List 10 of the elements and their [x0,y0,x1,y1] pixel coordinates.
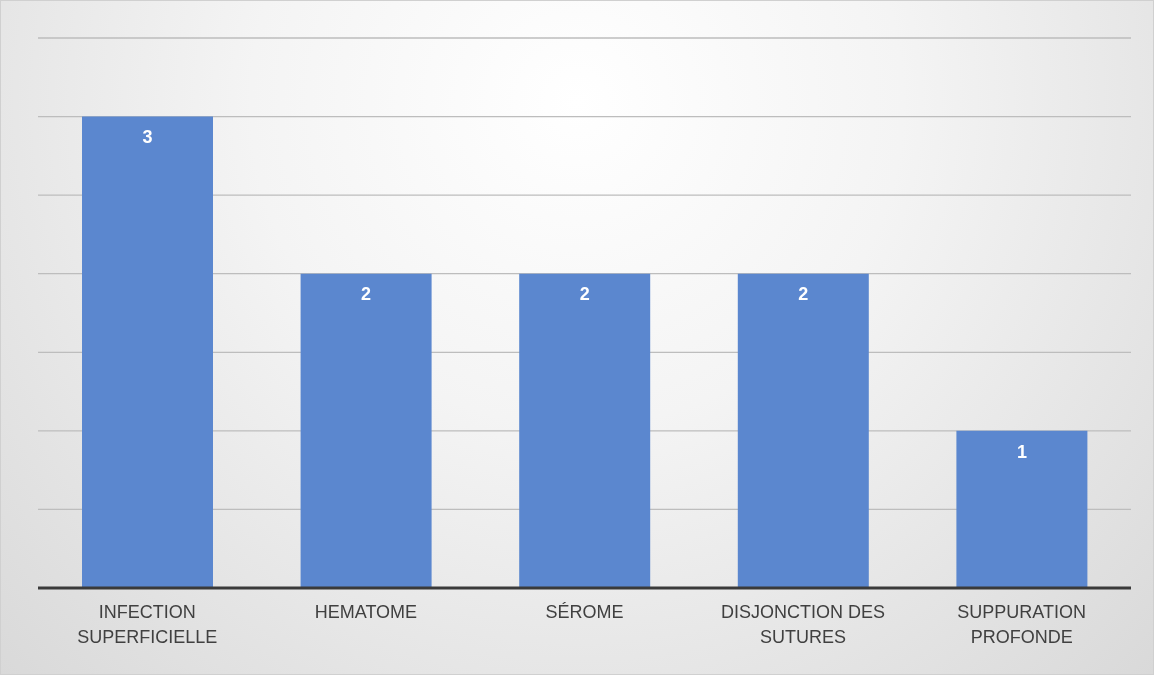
data-label: 2 [361,284,372,305]
x-tick-label: INFECTION SUPERFICIELLE [77,602,218,647]
x-tick-label: HEMATOME [314,602,418,622]
data-label: 1 [1016,441,1027,462]
data-label: 2 [798,284,809,305]
x-tick-label: DISJONCTION DES SUTURES [721,602,886,647]
data-label: 2 [579,284,590,305]
x-tick-label: SUPPURATION PROFONDE [957,602,1087,647]
data-label: 3 [142,127,153,148]
x-tick-label: SÉROME [545,602,624,622]
